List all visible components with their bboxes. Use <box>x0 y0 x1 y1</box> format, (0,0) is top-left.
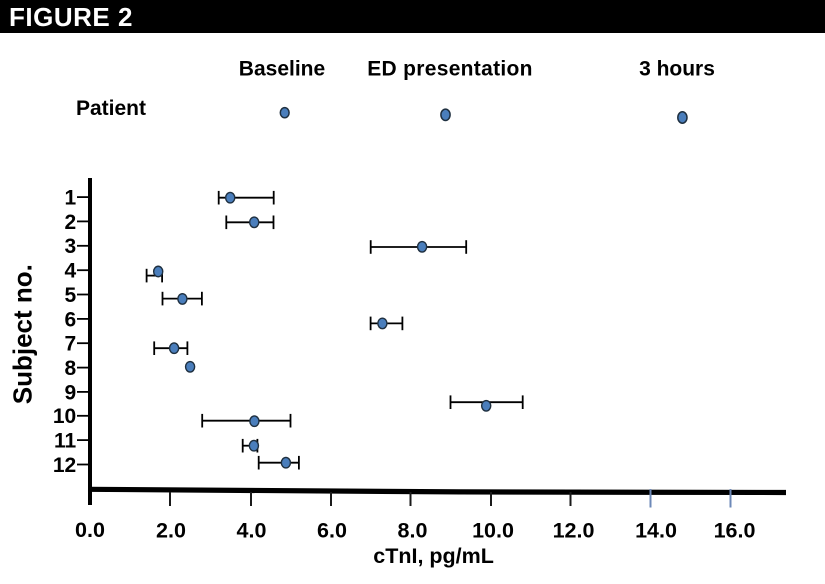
svg-text:ED presentation: ED presentation <box>367 58 533 81</box>
svg-text:Subject no.: Subject no. <box>8 264 38 404</box>
svg-text:12.0: 12.0 <box>553 518 595 542</box>
svg-text:4.0: 4.0 <box>237 518 267 542</box>
svg-text:9: 9 <box>65 381 77 404</box>
svg-text:8: 8 <box>65 357 77 380</box>
svg-text:10: 10 <box>53 405 76 428</box>
svg-text:0.0: 0.0 <box>75 518 105 542</box>
svg-text:5: 5 <box>65 284 77 307</box>
svg-text:2: 2 <box>65 211 77 234</box>
svg-text:8.0: 8.0 <box>398 518 428 542</box>
svg-text:Patient: Patient <box>76 97 146 120</box>
svg-text:6.0: 6.0 <box>317 518 347 542</box>
svg-text:16.0: 16.0 <box>714 518 756 542</box>
svg-text:4: 4 <box>65 260 77 283</box>
svg-text:1: 1 <box>65 187 77 210</box>
svg-text:3 hours: 3 hours <box>639 58 715 81</box>
svg-text:Baseline: Baseline <box>239 58 325 81</box>
svg-text:12: 12 <box>53 454 76 477</box>
svg-text:11: 11 <box>54 430 77 453</box>
svg-text:6: 6 <box>65 308 77 331</box>
svg-text:cTnI, pg/mL: cTnI, pg/mL <box>373 544 494 568</box>
svg-text:7: 7 <box>65 333 77 356</box>
svg-text:10.0: 10.0 <box>472 518 514 542</box>
svg-text:3: 3 <box>65 235 77 258</box>
svg-text:2.0: 2.0 <box>156 518 186 542</box>
svg-text:14.0: 14.0 <box>635 518 677 542</box>
svg-text:FIGURE 2: FIGURE 2 <box>9 2 133 32</box>
